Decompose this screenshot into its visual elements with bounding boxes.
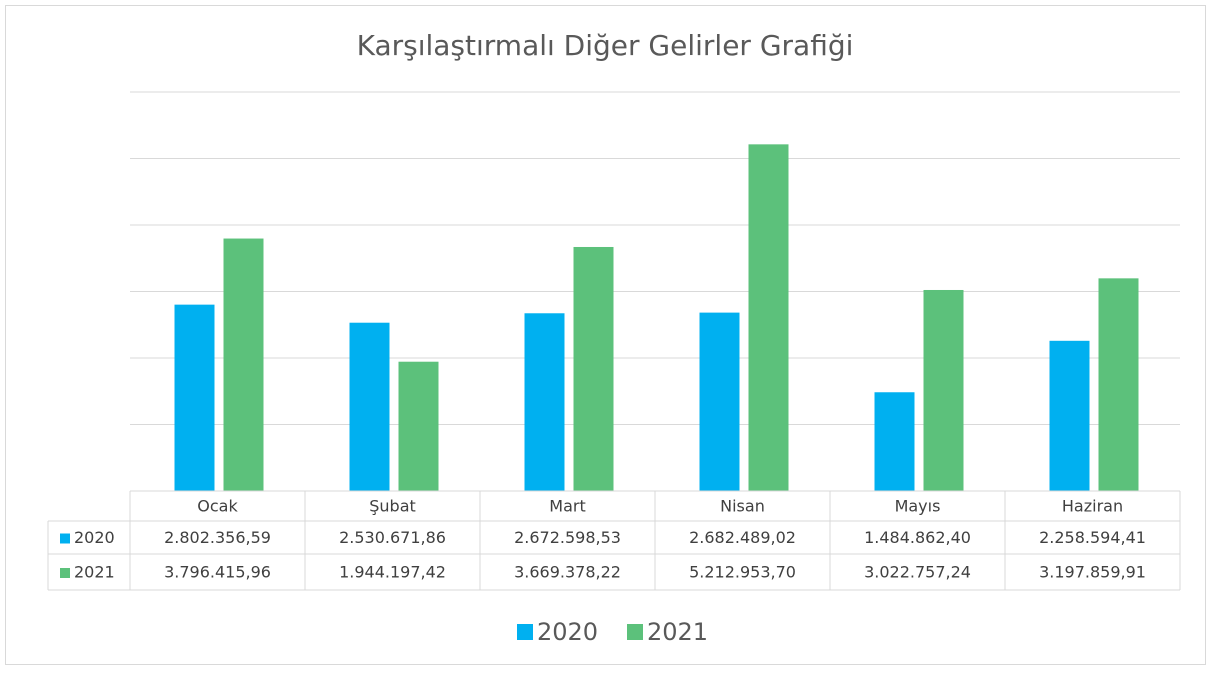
data-label: 2.802.356,59: [164, 528, 271, 547]
bar: [398, 361, 439, 491]
table-series-name: 2020: [74, 528, 115, 547]
table-legend-key: [60, 568, 70, 578]
x-tick-label: Haziran: [1062, 497, 1123, 516]
bar: [573, 246, 614, 491]
table-legend-key: [60, 533, 70, 544]
table-series-name: 2021: [74, 563, 115, 582]
data-label: 3.197.859,91: [1039, 563, 1146, 582]
data-label: 3.669.378,22: [514, 563, 621, 582]
bar: [1098, 278, 1139, 491]
data-label: 3.796.415,96: [164, 563, 271, 582]
bar: [524, 313, 565, 491]
legend-swatch: [517, 624, 533, 640]
bar: [699, 312, 740, 491]
bar: [174, 304, 215, 491]
bar: [223, 238, 264, 491]
legend-label: 2020: [537, 618, 598, 646]
data-label: 2.672.598,53: [514, 528, 621, 547]
bar: [874, 392, 915, 491]
data-label: 1.484.862,40: [864, 528, 971, 547]
bar: [748, 144, 789, 492]
bar: [349, 322, 390, 491]
legend-swatch: [627, 624, 643, 640]
x-tick-label: Nisan: [720, 497, 765, 516]
data-label: 3.022.757,24: [864, 563, 971, 582]
data-label: 2.258.594,41: [1039, 528, 1146, 547]
bar: [923, 289, 964, 491]
x-tick-label: Şubat: [369, 497, 416, 516]
data-label: 5.212.953,70: [689, 563, 796, 582]
x-tick-label: Mart: [549, 497, 585, 516]
legend-label: 2021: [647, 618, 708, 646]
data-label: 2.682.489,02: [689, 528, 796, 547]
chart-title: Karşılaştırmalı Diğer Gelirler Grafiği: [357, 29, 854, 62]
data-label: 2.530.671,86: [339, 528, 446, 547]
x-tick-label: Ocak: [197, 497, 238, 516]
x-tick-label: Mayıs: [895, 497, 941, 516]
bar: [1049, 340, 1090, 491]
data-label: 1.944.197,42: [339, 563, 446, 582]
